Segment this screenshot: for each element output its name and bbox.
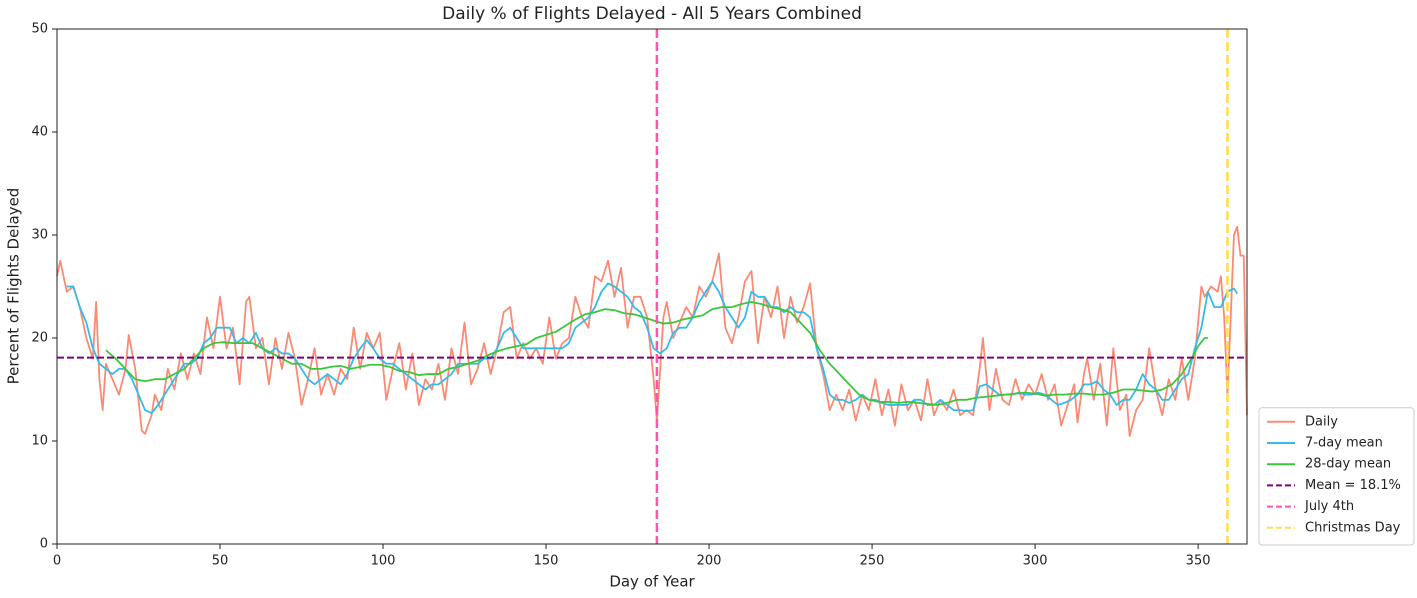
x-tick-label: 100	[371, 554, 396, 569]
plot-frame	[56, 28, 1248, 545]
legend-box	[1258, 407, 1415, 546]
y-tick-label: 0	[40, 537, 48, 552]
y-tick-label: 40	[31, 125, 48, 140]
legend-label: Mean = 18.1%	[1305, 478, 1401, 493]
y-tick-label: 50	[31, 22, 48, 37]
x-axis-label: Day of Year	[609, 573, 695, 591]
y-tick-label: 20	[31, 331, 48, 346]
x-tick-label: 200	[697, 554, 722, 569]
legend-label: Daily	[1305, 414, 1338, 429]
legend-label: Christmas Day	[1305, 520, 1401, 535]
x-tick-label: 250	[860, 554, 885, 569]
x-tick-label: 300	[1023, 554, 1048, 569]
x-tick-label: 50	[212, 554, 229, 569]
series-line	[56, 225, 1248, 437]
legend-label: 28-day mean	[1305, 457, 1391, 472]
series-line	[105, 301, 1208, 406]
y-tick-label: 30	[31, 228, 48, 243]
y-axis-label: Percent of Flights Delayed	[5, 188, 23, 385]
y-tick-label: 10	[31, 434, 48, 449]
x-tick-label: 350	[1186, 554, 1211, 569]
x-tick-label: 0	[53, 554, 61, 569]
x-tick-label: 150	[534, 554, 559, 569]
legend-label: July 4th	[1304, 499, 1354, 514]
chart-title: Daily % of Flights Delayed - All 5 Years…	[442, 4, 862, 24]
legend-label: 7-day mean	[1305, 436, 1383, 451]
